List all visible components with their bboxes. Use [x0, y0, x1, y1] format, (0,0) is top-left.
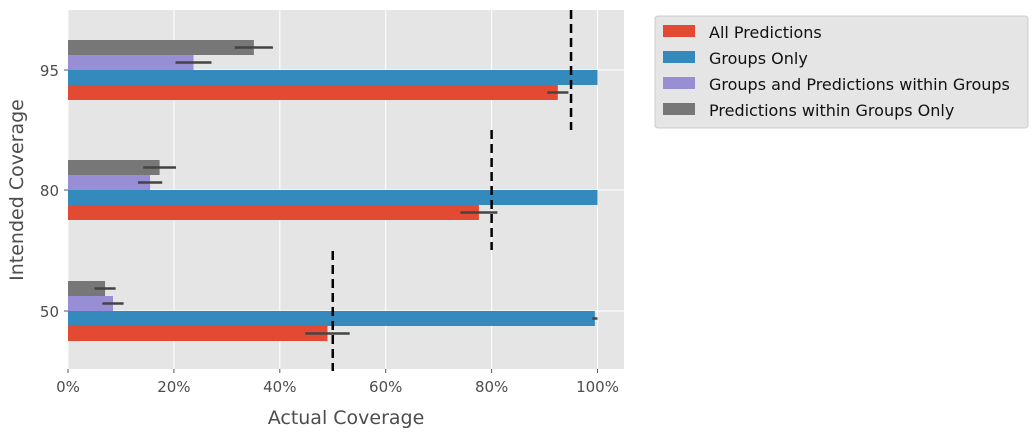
bar	[68, 175, 151, 190]
y-tick-label: 95	[40, 62, 59, 80]
x-axis-ticks: 0% 20% 40% 60% 80% 100%	[56, 369, 619, 396]
legend-swatch	[663, 77, 695, 89]
bar	[68, 311, 595, 326]
bars	[68, 40, 598, 341]
bar	[68, 326, 328, 341]
x-tick-label: 80%	[475, 378, 508, 396]
legend-label: Groups and Predictions within Groups	[709, 75, 1010, 94]
x-tick-label: 20%	[157, 378, 190, 396]
bar	[68, 85, 558, 100]
y-axis-label: Intended Coverage	[6, 99, 28, 281]
legend-label: All Predictions	[709, 23, 822, 42]
x-tick-label: 100%	[576, 378, 619, 396]
bar	[68, 70, 598, 85]
bar	[68, 281, 106, 296]
bar	[68, 160, 160, 175]
x-axis-label: Actual Coverage	[268, 407, 425, 429]
legend-label: Groups Only	[709, 49, 808, 68]
legend-swatch	[663, 51, 695, 63]
y-axis-ticks: 95 80 50	[40, 62, 68, 321]
error-bars	[94, 46, 598, 335]
legend-swatch	[663, 103, 695, 115]
y-tick-label: 50	[40, 303, 59, 321]
bar	[68, 205, 479, 220]
bar	[68, 40, 254, 55]
legend: All Predictions Groups Only Groups and Pre…	[654, 15, 1029, 129]
bar	[68, 296, 114, 311]
x-tick-label: 40%	[263, 378, 296, 396]
legend-swatch	[663, 25, 695, 37]
x-tick-label: 0%	[56, 378, 80, 396]
legend-label: Predictions within Groups Only	[709, 101, 954, 120]
y-tick-label: 80	[40, 182, 59, 200]
x-tick-label: 60%	[369, 378, 402, 396]
bar	[68, 55, 194, 70]
legend-box	[654, 15, 1029, 129]
reference-lines	[331, 10, 573, 371]
bar	[68, 190, 598, 205]
